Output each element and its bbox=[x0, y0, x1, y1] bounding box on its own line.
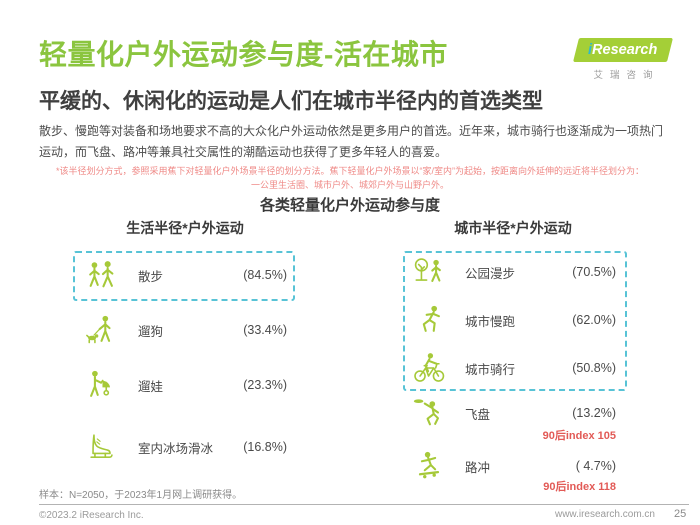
item-label: 城市骑行 bbox=[465, 362, 516, 377]
page-title: 轻量化户外运动参与度-活在城市 bbox=[39, 39, 448, 70]
item-label: 飞盘 bbox=[465, 407, 491, 422]
sample-note: 样本：N=2050，于2023年1月网上调研获得。 bbox=[39, 490, 243, 501]
column-header-life-radius: 生活半径*户外运动 bbox=[126, 220, 244, 236]
item-value: (62.0%) bbox=[572, 313, 616, 327]
item-label: 遛娃 bbox=[138, 379, 164, 394]
item-value: (13.2%) bbox=[572, 406, 616, 420]
column-header-city-radius: 城市半径*户外运动 bbox=[454, 220, 572, 236]
item-label: 城市慢跑 bbox=[465, 314, 516, 329]
item-label: 路冲 bbox=[465, 460, 491, 475]
footer-divider bbox=[39, 504, 689, 505]
dog-walk-icon bbox=[85, 313, 119, 347]
highlight-box-city-radius bbox=[403, 251, 627, 391]
list-item-park-stroll: 公园漫步 (70.5%) bbox=[412, 252, 616, 292]
bike-icon bbox=[412, 351, 446, 385]
walk-icon bbox=[85, 258, 119, 292]
logo-band: iResearch bbox=[573, 38, 673, 62]
website-url: www.iresearch.com.cn bbox=[554, 509, 655, 520]
item-label: 室内冰场滑冰 bbox=[138, 441, 214, 456]
footnote-line2: 一公里生活圈、城市户外、城郊户外与山野户外。 bbox=[250, 180, 449, 190]
ice-skate-icon bbox=[85, 430, 119, 464]
logo-text: iResearch bbox=[588, 38, 657, 62]
skateboard-icon bbox=[412, 449, 446, 483]
footnote-radius-definition: *该半径划分方式，参照采用蕉下对轻量化户外场景半径的划分方法。蕉下轻量化户外场景… bbox=[28, 164, 672, 192]
list-item-city-cycling: 城市骑行 (50.8%) bbox=[412, 348, 616, 388]
intro-paragraph: 散步、慢跑等对装备和场地要求不高的大众化户外运动依然是更多用户的首选。近年来，城… bbox=[39, 124, 664, 159]
item-value: (33.4%) bbox=[243, 323, 287, 337]
list-item-ice-skating: 室内冰场滑冰 (16.8%) bbox=[85, 427, 287, 467]
item-label: 公园漫步 bbox=[465, 266, 516, 281]
list-item-dog-walk: 遛狗 (33.4%) bbox=[85, 310, 287, 350]
page-number: 25 bbox=[674, 508, 687, 520]
gen90-index-note-frisbee: 90后index 105 bbox=[542, 430, 616, 442]
iresearch-logo: iResearch 艾瑞咨询 bbox=[573, 38, 673, 81]
copyright-text: ©2023.2 iResearch Inc. bbox=[39, 510, 144, 521]
gen90-index-note-street-surfing: 90后index 118 bbox=[543, 481, 616, 493]
park-walk-icon bbox=[412, 255, 446, 289]
item-label: 散步 bbox=[138, 269, 164, 284]
item-value: (70.5%) bbox=[572, 265, 616, 279]
item-value: (23.3%) bbox=[243, 378, 287, 392]
logo-brand: Research bbox=[592, 42, 658, 58]
list-item-walk: 散步 (84.5%) bbox=[85, 255, 287, 295]
list-item-street-surfing: 路冲 ( 4.7%) bbox=[412, 446, 616, 486]
footnote-line1: *该半径划分方式，参照采用蕉下对轻量化户外场景半径的划分方法。蕉下轻量化户外场景… bbox=[55, 166, 644, 176]
frisbee-icon bbox=[412, 396, 446, 430]
highlight-box-life-radius bbox=[73, 251, 295, 301]
item-value: ( 4.7%) bbox=[575, 459, 616, 473]
list-item-city-jogging: 城市慢跑 (62.0%) bbox=[412, 300, 616, 340]
list-item-stroller: 遛娃 (23.3%) bbox=[85, 365, 287, 405]
jog-icon bbox=[412, 303, 446, 337]
figure-title: 各类轻量化户外运动参与度 bbox=[259, 197, 440, 214]
slide-subtitle: 平缓的、休闲化的运动是人们在城市半径内的首选类型 bbox=[39, 90, 543, 113]
list-item-frisbee: 飞盘 (13.2%) bbox=[412, 393, 616, 433]
item-value: (16.8%) bbox=[243, 440, 287, 454]
logo-caption: 艾瑞咨询 bbox=[593, 70, 660, 81]
stroller-icon bbox=[85, 368, 119, 402]
item-label: 遛狗 bbox=[138, 324, 164, 339]
item-value: (50.8%) bbox=[572, 361, 616, 375]
item-value: (84.5%) bbox=[243, 268, 287, 282]
